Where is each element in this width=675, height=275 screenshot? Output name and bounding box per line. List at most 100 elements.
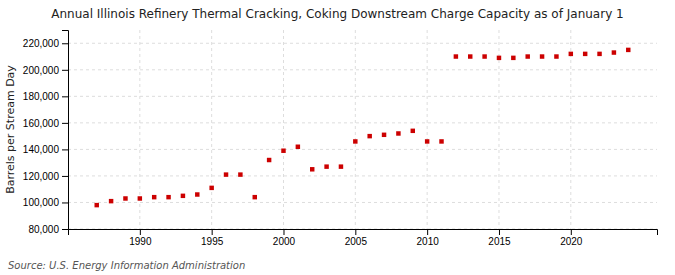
- x-tick-label: 2000: [273, 236, 296, 247]
- point: [612, 50, 616, 54]
- y-axis-title: Barrels per Stream Day: [4, 65, 17, 194]
- point: [224, 172, 228, 176]
- x-grid-line: [355, 30, 356, 229]
- x-tick-mark: [499, 229, 500, 235]
- x-tick-mark: [427, 229, 428, 235]
- x-tick: 1990: [129, 229, 152, 247]
- point: [382, 133, 386, 137]
- plot: 1990 1995 2000 2005 2010 2015 2020 80,000 100,00…: [23, 30, 658, 247]
- x-tick-mark: [212, 229, 213, 235]
- point: [626, 48, 630, 52]
- x-axis: 1990 1995 2000 2005 2010 2015 2020: [69, 229, 658, 247]
- x-tick-label: 2010: [417, 236, 440, 247]
- y-tick-mark: [62, 96, 68, 97]
- point: [396, 131, 400, 135]
- y-tick-label: 180,000: [23, 91, 60, 102]
- point: [411, 129, 415, 133]
- y-tick-label: 140,000: [23, 144, 60, 155]
- point: [353, 139, 357, 143]
- point: [324, 164, 328, 168]
- source-note: Source: U.S. Energy Information Administ…: [8, 260, 245, 271]
- point: [525, 54, 529, 58]
- y-tick-label: 120,000: [23, 171, 60, 182]
- point: [195, 192, 199, 196]
- y-grid-line: [68, 96, 657, 97]
- y-tick-mark: [62, 43, 68, 44]
- point: [296, 145, 300, 149]
- y-tick: 120,000: [23, 171, 68, 182]
- point: [482, 54, 486, 58]
- points: [94, 48, 630, 208]
- y-tick: 100,000: [23, 197, 68, 208]
- y-tick: 200,000: [23, 65, 68, 76]
- point: [569, 52, 573, 56]
- x-tick-label: 1995: [201, 236, 224, 247]
- y-tick: 160,000: [23, 118, 68, 129]
- point: [511, 56, 515, 60]
- point: [554, 54, 558, 58]
- x-tick-label: 2005: [345, 236, 368, 247]
- point: [152, 195, 156, 199]
- point: [267, 158, 271, 162]
- y-tick-mark: [62, 202, 68, 203]
- y-axis-line: [62, 31, 69, 230]
- y-tick-label: 220,000: [23, 38, 60, 49]
- x-tick: 2000: [273, 229, 296, 247]
- x-tick-mark: [283, 229, 284, 235]
- y-tick-label: 160,000: [23, 118, 60, 129]
- point: [468, 54, 472, 58]
- x-axis-line: [69, 230, 658, 236]
- y-tick-mark: [62, 149, 68, 150]
- point: [94, 203, 98, 207]
- x-tick-label: 2015: [488, 236, 511, 247]
- y-grid-line: [68, 69, 657, 70]
- x-grid-line: [427, 30, 428, 229]
- x-tick: 2005: [345, 229, 368, 247]
- x-grid-line: [283, 30, 284, 229]
- y-tick: 80,000: [28, 224, 68, 235]
- y-tick-mark: [62, 176, 68, 177]
- point: [181, 194, 185, 198]
- point: [339, 164, 343, 168]
- point: [454, 54, 458, 58]
- y-grid-line: [68, 202, 657, 203]
- y-axis: 80,000 100,000 120,000 140,000 160,000 180,00…: [23, 31, 69, 235]
- point: [310, 167, 314, 171]
- x-tick-mark: [571, 229, 572, 235]
- y-tick: 140,000: [23, 144, 68, 155]
- point: [109, 199, 113, 203]
- grid: [68, 30, 657, 229]
- y-grid-line: [68, 122, 657, 123]
- x-tick: 2020: [560, 229, 583, 247]
- point: [209, 186, 213, 190]
- point: [253, 195, 257, 199]
- x-grid-line: [570, 30, 571, 229]
- y-grid-line: [68, 43, 657, 44]
- y-grid-line: [68, 149, 657, 150]
- x-tick-label: 1990: [129, 236, 152, 247]
- x-tick-mark: [355, 229, 356, 235]
- y-tick: 220,000: [23, 38, 68, 49]
- y-tick-label: 100,000: [23, 197, 60, 208]
- point: [597, 52, 601, 56]
- point: [367, 134, 371, 138]
- point: [166, 195, 170, 199]
- title: Annual Illinois Refinery Thermal Crackin…: [51, 7, 623, 21]
- x-tick-label: 2020: [560, 236, 583, 247]
- point: [583, 52, 587, 56]
- y-tick: 180,000: [23, 91, 68, 102]
- x-tick: 1995: [201, 229, 224, 247]
- x-grid-line: [211, 30, 212, 229]
- y-tick-label: 80,000: [28, 224, 59, 235]
- y-tick-label: 200,000: [23, 65, 60, 76]
- y-grid-line: [68, 175, 657, 176]
- point: [497, 56, 501, 60]
- x-tick-mark: [140, 229, 141, 235]
- y-tick-mark: [62, 70, 68, 71]
- point: [138, 196, 142, 200]
- point: [123, 196, 127, 200]
- y-tick-mark: [62, 229, 68, 230]
- x-tick: 2015: [488, 229, 511, 247]
- point: [439, 139, 443, 143]
- x-tick: 2010: [417, 229, 440, 247]
